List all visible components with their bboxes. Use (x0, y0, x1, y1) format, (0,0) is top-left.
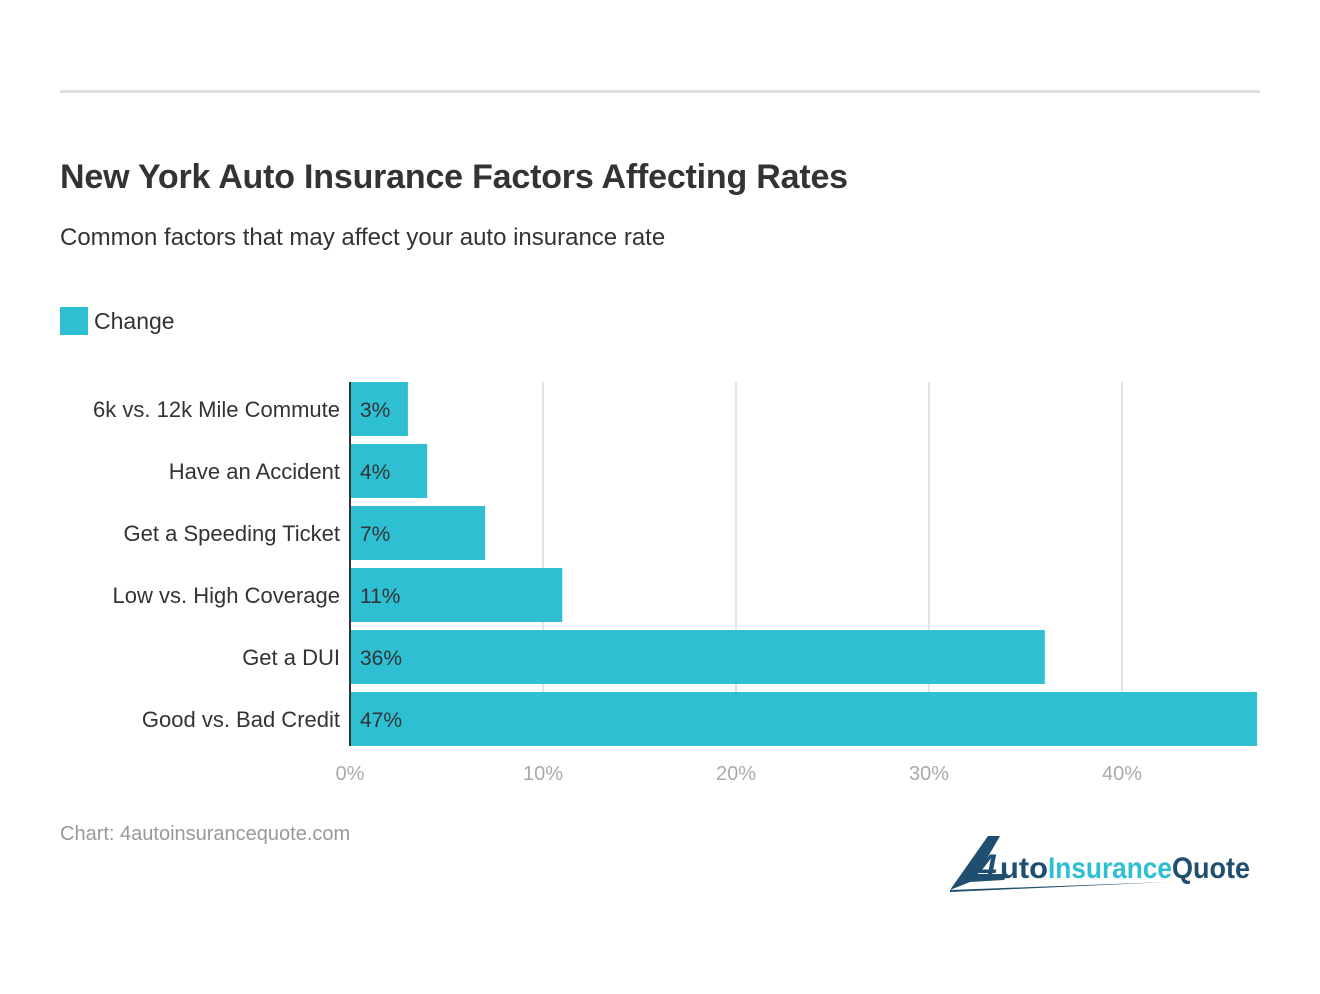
x-tick-label: 20% (716, 763, 756, 785)
legend-swatch (60, 307, 88, 335)
bar (350, 506, 486, 560)
bar (350, 568, 563, 622)
data-label: 7% (360, 523, 390, 546)
chart-source: Chart: 4autoinsurancequote.com (60, 823, 351, 845)
data-label: 11% (360, 585, 400, 608)
bar (350, 444, 428, 498)
svg-text:Insurance: Insurance (1048, 852, 1172, 885)
x-tick-label: 40% (1102, 763, 1142, 785)
category-label: Good vs. Bad Credit (142, 707, 340, 732)
category-label: Low vs. High Coverage (113, 583, 340, 608)
svg-text:uto: uto (1000, 852, 1048, 885)
svg-text:Quote: Quote (1172, 852, 1250, 885)
autoinsurancequote-logo: 4 uto Insurance Quote (950, 836, 1250, 892)
top-divider (60, 90, 1260, 93)
category-label: 6k vs. 12k Mile Commute (93, 397, 340, 422)
bar (350, 382, 408, 436)
data-label: 36% (360, 647, 402, 670)
legend-label: Change (94, 307, 175, 334)
x-tick-label: 10% (523, 763, 563, 785)
data-label: 3% (360, 399, 390, 422)
category-label: Get a Speeding Ticket (124, 521, 340, 546)
bar (350, 692, 1258, 746)
x-tick-label: 0% (336, 763, 365, 785)
category-label: Get a DUI (242, 645, 340, 670)
chart-title: New York Auto Insurance Factors Affectin… (60, 158, 848, 196)
category-label: Have an Accident (169, 459, 340, 484)
bar (350, 630, 1045, 684)
legend: Change (60, 307, 175, 335)
x-tick-label: 30% (909, 763, 949, 785)
chart-subtitle: Common factors that may affect your auto… (60, 224, 666, 251)
svg-text:4: 4 (977, 848, 997, 886)
data-label: 4% (360, 461, 390, 484)
data-label: 47% (360, 709, 402, 732)
